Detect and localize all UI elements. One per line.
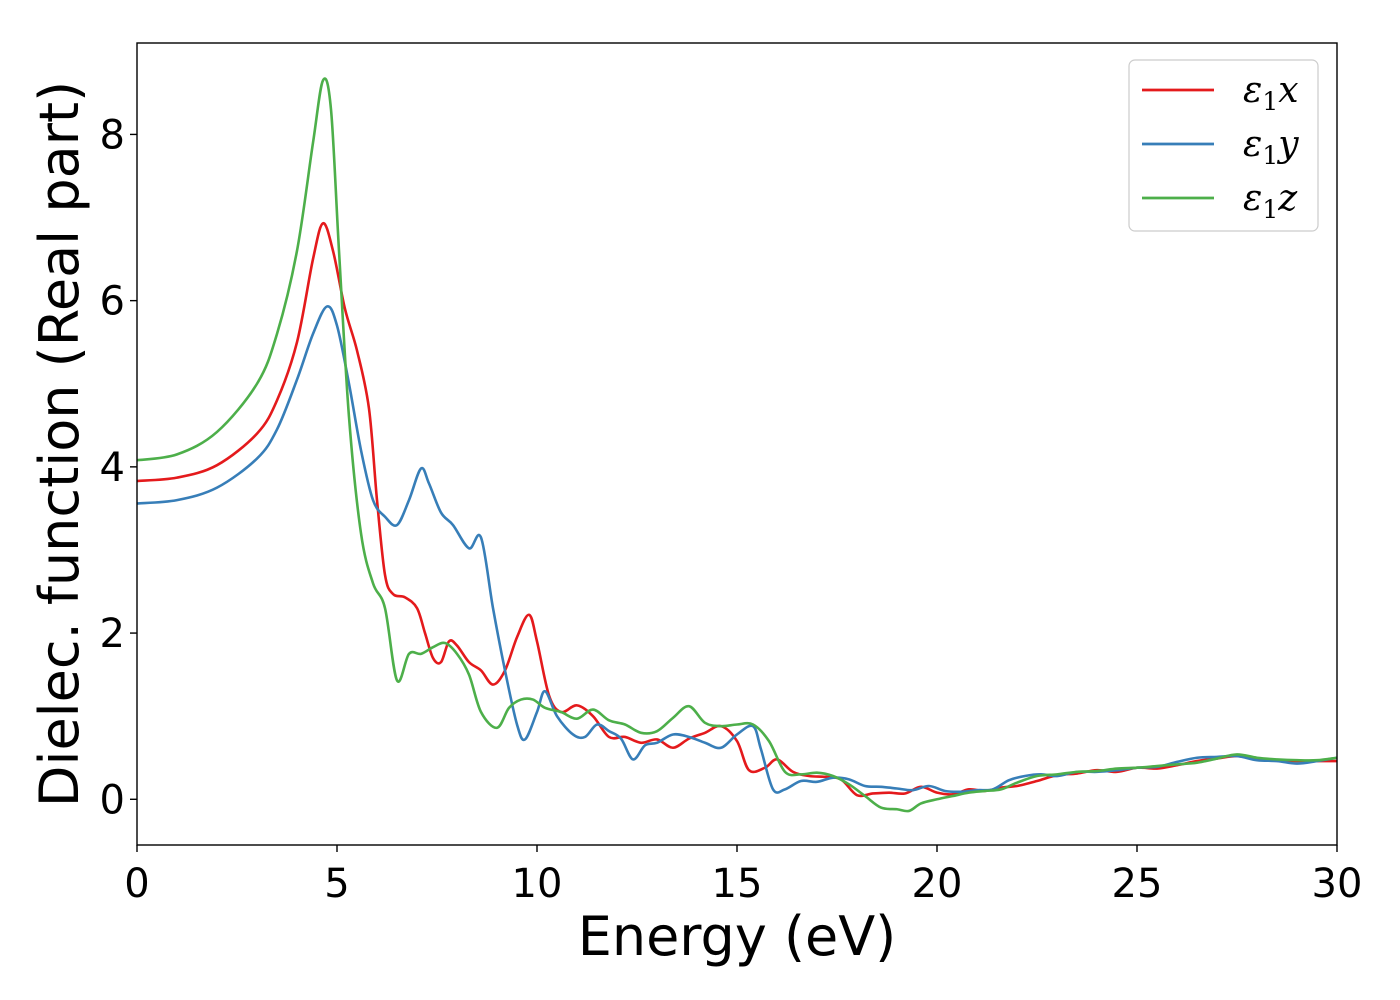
y-tick-label: 8 bbox=[100, 112, 125, 158]
y-tick-label: 4 bbox=[100, 445, 125, 491]
x-tick-label: 5 bbox=[324, 861, 349, 907]
y-axis-ticks: 0 2 4 6 8 bbox=[100, 112, 137, 823]
x-tick-label: 30 bbox=[1312, 861, 1363, 907]
x-tick-label: 20 bbox=[912, 861, 963, 907]
x-tick-label: 15 bbox=[712, 861, 763, 907]
y-tick-label: 6 bbox=[100, 279, 125, 325]
y-axis-label: Dielec. function (Real part) bbox=[28, 81, 91, 807]
x-axis-ticks: 0 5 10 15 20 25 30 bbox=[124, 845, 1362, 907]
series-line-y bbox=[137, 305, 1337, 794]
legend-label-z: ε1z bbox=[1243, 178, 1298, 224]
x-tick-label: 25 bbox=[1112, 861, 1163, 907]
legend-box bbox=[1128, 59, 1319, 232]
y-tick-label: 0 bbox=[100, 777, 125, 823]
legend-label-y: ε1y bbox=[1243, 124, 1299, 170]
x-tick-label: 10 bbox=[512, 861, 563, 907]
series-lines bbox=[137, 77, 1337, 813]
x-axis-label: Energy (eV) bbox=[578, 905, 897, 968]
legend-label-x: ε1x bbox=[1243, 70, 1299, 116]
series-line-x bbox=[137, 222, 1337, 798]
legend: ε1x ε1y ε1z bbox=[1128, 59, 1319, 232]
series-line-z bbox=[137, 77, 1337, 813]
x-tick-label: 0 bbox=[124, 861, 149, 907]
y-tick-label: 2 bbox=[100, 611, 125, 657]
